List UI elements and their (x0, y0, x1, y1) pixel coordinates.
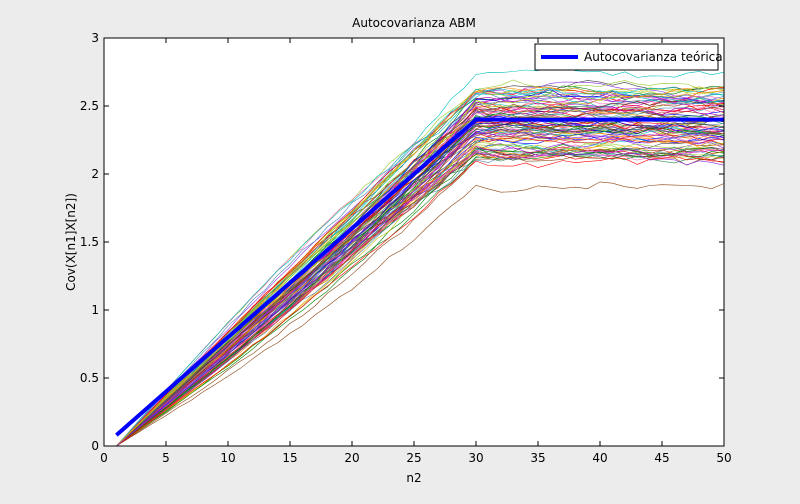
simulation-line (116, 122, 725, 447)
simulation-line (116, 181, 725, 447)
y-tick-label: 1 (91, 303, 99, 317)
x-tick-label: 50 (716, 451, 731, 465)
legend: Autocovarianza teórica (534, 43, 723, 71)
x-axis-label: n2 (406, 471, 421, 485)
x-tick-label: 0 (100, 451, 108, 465)
x-tick-label: 20 (344, 451, 359, 465)
x-tick-label: 30 (468, 451, 483, 465)
simulation-line (116, 94, 725, 447)
y-axis-label: Cov(X[n1]X[n2]) (64, 193, 78, 291)
x-tick-label: 35 (530, 451, 545, 465)
y-tick-label: 0.5 (80, 371, 99, 385)
axis-ticks: 0 5 10 15 20 25 30 35 40 45 50 0 0.5 1 1.5 2 2.5 3 (80, 31, 732, 465)
simulation-line (116, 138, 725, 447)
x-tick-label: 5 (162, 451, 170, 465)
simulation-line (116, 141, 725, 447)
x-tick-label: 15 (282, 451, 297, 465)
simulation-line (116, 124, 725, 447)
simulation-line (116, 146, 725, 447)
simulation-line (116, 100, 725, 447)
x-tick-label: 25 (406, 451, 421, 465)
x-tick-label: 40 (592, 451, 607, 465)
y-tick-label: 1.5 (80, 235, 99, 249)
simulation-line (116, 132, 725, 447)
x-tick-label: 10 (220, 451, 235, 465)
simulation-line (116, 145, 725, 447)
x-tick-label: 45 (654, 451, 669, 465)
simulation-line (116, 135, 725, 447)
y-tick-label: 0 (91, 439, 99, 453)
simulation-line (116, 155, 725, 447)
simulation-line (116, 147, 725, 447)
simulation-line (116, 152, 725, 447)
y-tick-label: 3 (91, 31, 99, 45)
simulation-line (116, 87, 725, 447)
simulation-line (116, 87, 725, 447)
theoretical-autocovariance-line (115, 117, 724, 437)
legend-label: Autocovarianza teórica (584, 50, 723, 64)
simulation-line (116, 125, 725, 447)
chart-title: Autocovarianza ABM (352, 16, 476, 30)
y-tick-label: 2 (91, 167, 99, 181)
y-tick-label: 2.5 (80, 99, 99, 113)
simulation-line (116, 132, 725, 447)
